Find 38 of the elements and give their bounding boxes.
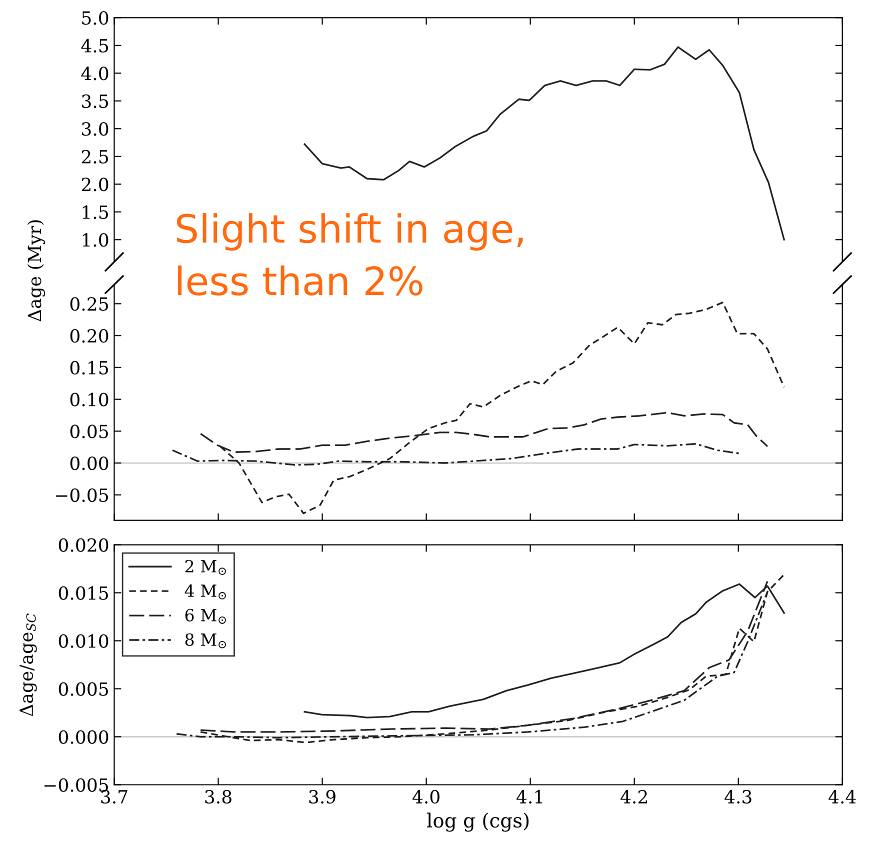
y-tick-label: 0.005 bbox=[58, 682, 108, 696]
y-tick-label: 0.15 bbox=[70, 360, 108, 375]
y-tick-label: 0.10 bbox=[70, 392, 108, 406]
y-tick-label: 1.5 bbox=[82, 205, 108, 220]
x-tick-label: 4.4 bbox=[828, 790, 856, 804]
y-tick-label: 0.020 bbox=[58, 538, 108, 552]
x-tick-label: 4.1 bbox=[516, 790, 542, 804]
y-tick-label: 0.20 bbox=[70, 329, 108, 343]
x-axis-title: log g (cgs) bbox=[427, 812, 529, 832]
x-tick-label: 3.7 bbox=[101, 790, 128, 804]
x-tick-label: 3.9 bbox=[309, 790, 336, 804]
y-tick-label: 1.0 bbox=[82, 233, 108, 247]
x-tick-label: 4.0 bbox=[412, 790, 440, 804]
x-tick-label: 4.2 bbox=[620, 790, 647, 804]
y-tick-label: 0.25 bbox=[70, 297, 108, 311]
annotation: Slight shift in age, less than 2% bbox=[176, 213, 523, 296]
y-tick-label: 4.5 bbox=[81, 38, 108, 53]
legend-label: 8 M$_{⊙}$ bbox=[185, 633, 226, 648]
x-tick-label: 4.3 bbox=[724, 790, 752, 804]
legend-label: 6 M$_{⊙}$ bbox=[185, 608, 226, 624]
legend-label: 2 M$_{⊙}$ bbox=[185, 560, 226, 575]
y-axis-title: Δage (Myr) bbox=[27, 220, 46, 322]
y-tick-label: 2.5 bbox=[82, 150, 108, 164]
y-tick-label: 5.0 bbox=[82, 11, 108, 25]
y-tick-label: 0.00 bbox=[70, 456, 108, 470]
y-tick-label: 4.0 bbox=[81, 66, 108, 80]
y-tick-label: 0.000 bbox=[58, 730, 108, 744]
y-tick-label: 3.5 bbox=[82, 94, 108, 108]
y-tick-label: 0.015 bbox=[58, 586, 108, 600]
legend-label: 4 M$_{⊙}$ bbox=[184, 584, 226, 600]
y-tick-label: 3.0 bbox=[82, 122, 108, 136]
y-tick-label: −0.005 bbox=[44, 778, 108, 792]
y-tick-label: 0.05 bbox=[70, 424, 108, 438]
x-tick-label: 3.8 bbox=[205, 790, 232, 804]
y-tick-label: 2.0 bbox=[82, 178, 108, 192]
y-axis-title: Δage/age$_{SC}$ bbox=[20, 613, 37, 716]
y-tick-label: 0.010 bbox=[58, 634, 108, 648]
y-tick-label: −0.05 bbox=[56, 488, 108, 502]
